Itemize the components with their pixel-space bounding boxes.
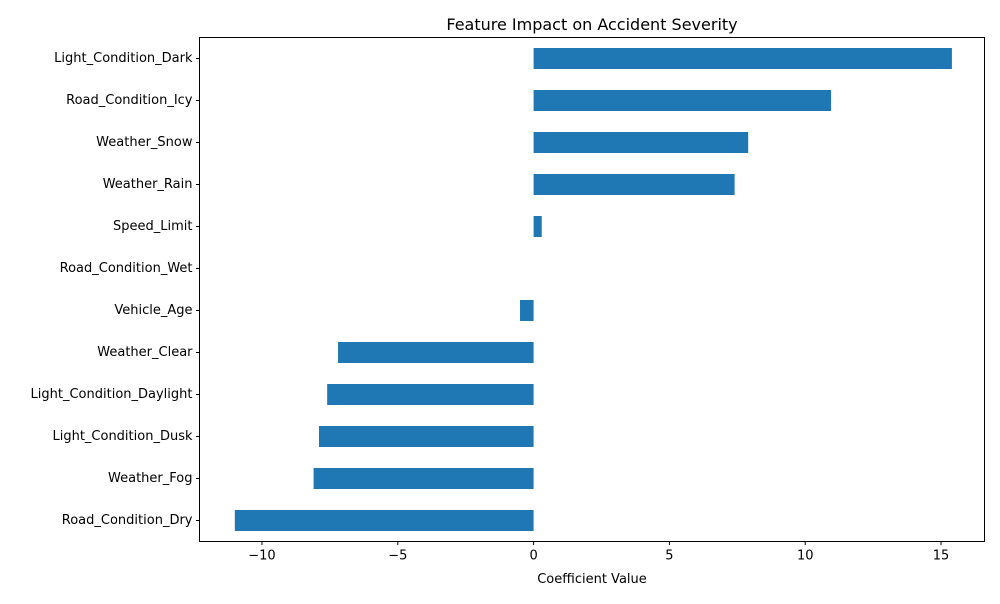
bar-light-condition-dark <box>533 48 952 69</box>
bar-weather-snow <box>533 132 749 153</box>
y-axis: Road_Condition_Dry Weather_Fog Light_Condi… <box>31 51 200 528</box>
y-tick-label: Road_Condition_Wet <box>60 261 193 276</box>
y-tick-label: Weather_Snow <box>96 135 193 150</box>
y-tick-label: Road_Condition_Dry <box>62 513 193 528</box>
x-tick-label: −10 <box>248 549 275 564</box>
y-tick-label: Vehicle_Age <box>114 303 192 318</box>
chart-title: Feature Impact on Accident Severity <box>446 15 737 34</box>
bar-weather-rain <box>533 174 735 195</box>
x-tick-label: 15 <box>933 549 950 564</box>
y-tick-label: Road_Condition_Icy <box>66 93 193 108</box>
bar-weather-fog <box>313 468 534 489</box>
plot-frame <box>199 37 985 542</box>
x-tick-label: 0 <box>529 549 537 564</box>
bar-road-condition-icy <box>533 90 832 111</box>
y-tick-label: Speed_Limit <box>113 219 192 234</box>
bar-light-condition-daylight <box>327 384 534 405</box>
bar-weather-clear <box>338 342 534 363</box>
bar-speed-limit <box>533 216 542 237</box>
y-tick-label: Light_Condition_Daylight <box>31 387 193 402</box>
y-tick-label: Light_Condition_Dark <box>54 51 193 66</box>
bars-group <box>234 48 952 531</box>
y-tick-label: Weather_Fog <box>108 471 192 486</box>
x-tick-label: 5 <box>665 549 673 564</box>
y-tick-label: Weather_Clear <box>97 345 193 360</box>
bar-road-condition-dry <box>234 510 534 531</box>
x-axis-label: Coefficient Value <box>537 572 647 587</box>
bar-vehicle-age <box>520 300 534 321</box>
y-tick-label: Light_Condition_Dusk <box>52 429 193 444</box>
x-tick-label: −5 <box>388 549 407 564</box>
y-tick-label: Weather_Rain <box>103 177 193 192</box>
x-axis: −10 −5 0 5 10 15 <box>248 541 950 564</box>
bar-light-condition-dusk <box>319 426 534 447</box>
x-tick-label: 10 <box>797 549 814 564</box>
